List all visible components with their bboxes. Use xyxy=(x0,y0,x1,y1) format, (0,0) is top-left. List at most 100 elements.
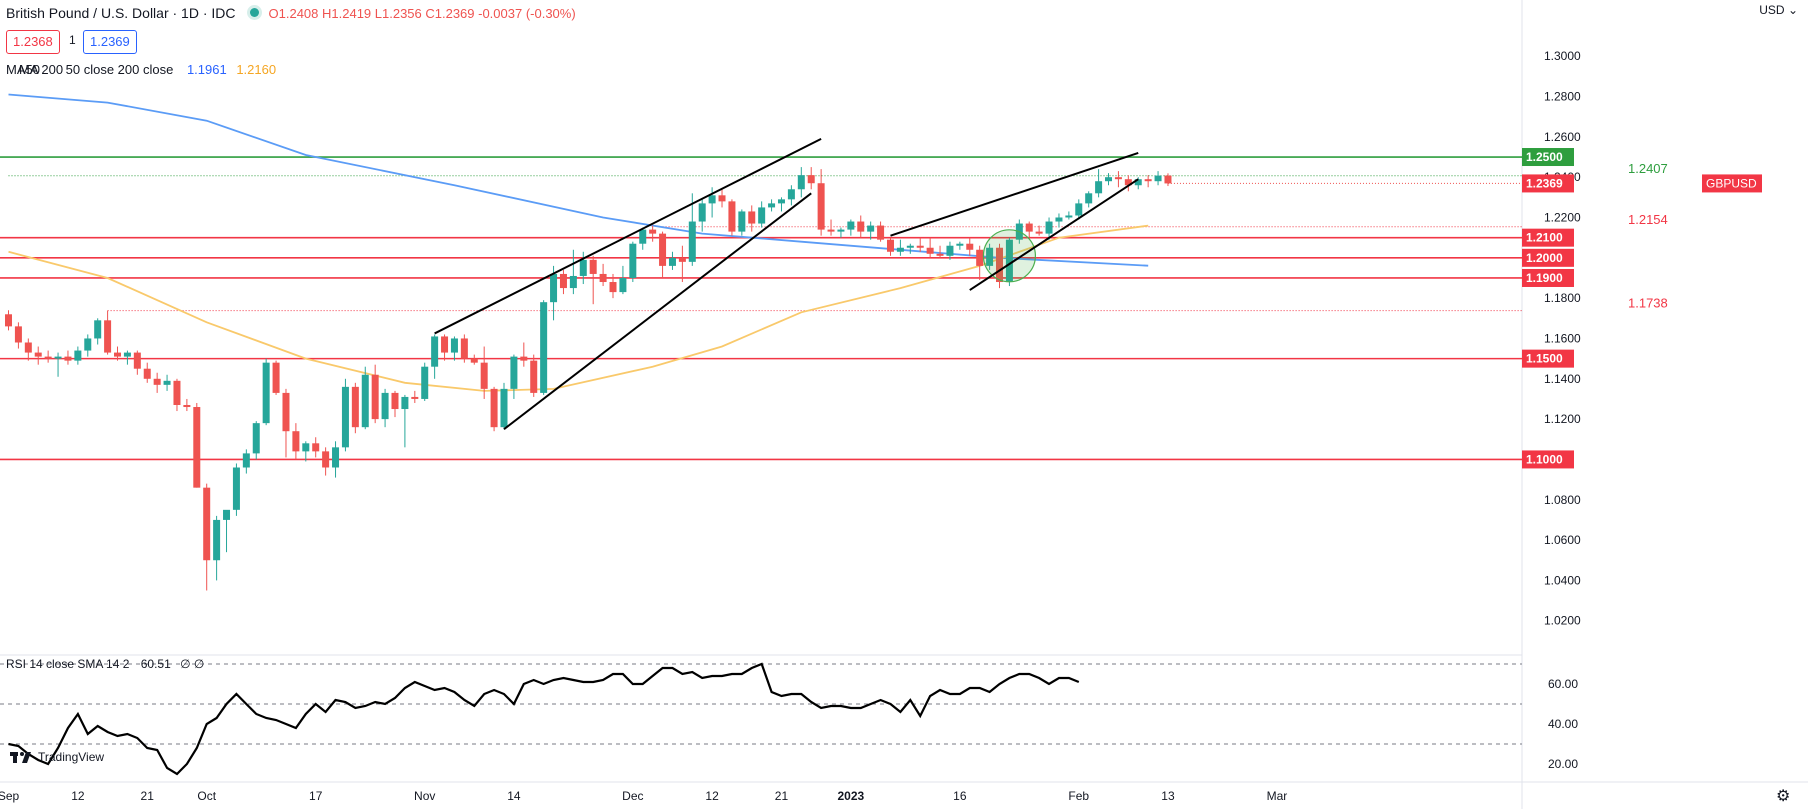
candle-body xyxy=(748,211,756,224)
level-tag-label: 1.1900 xyxy=(1526,271,1563,285)
candle xyxy=(777,197,785,212)
candle-body xyxy=(401,396,409,410)
candle xyxy=(133,350,141,375)
candle xyxy=(64,350,72,365)
price-tick-label: 1.0600 xyxy=(1544,533,1581,547)
candle xyxy=(510,354,518,399)
candle xyxy=(302,441,310,462)
candle xyxy=(966,237,974,256)
candle xyxy=(341,378,349,452)
candle xyxy=(193,402,201,488)
candle xyxy=(500,382,508,430)
candle-body xyxy=(431,336,439,367)
rsi-legend[interactable]: RSI 14 close SMA 14 2 60.51 ∅ ∅ xyxy=(6,657,204,671)
ma200-line xyxy=(8,93,1149,267)
candle xyxy=(460,334,468,363)
candle-body xyxy=(183,405,191,408)
candle xyxy=(540,300,548,395)
candle-body xyxy=(450,338,458,353)
buy-price-button[interactable]: 1.2369 xyxy=(83,30,137,54)
candle-body xyxy=(530,360,538,393)
candle xyxy=(391,390,399,418)
ma50-value: 1.1961 xyxy=(186,62,227,77)
candle xyxy=(896,239,904,256)
candle-body xyxy=(1045,221,1053,234)
candle xyxy=(490,386,498,432)
candle xyxy=(996,243,1003,289)
candle xyxy=(1144,175,1152,188)
candle-body xyxy=(906,245,914,248)
symbol-title[interactable]: British Pound / U.S. Dollar · 1D · IDC xyxy=(6,5,236,21)
price-tick-label: 1.2800 xyxy=(1544,90,1581,104)
candle xyxy=(421,362,429,401)
gear-icon[interactable]: ⚙ xyxy=(1776,788,1791,805)
candle-body xyxy=(1055,217,1063,222)
candle xyxy=(916,237,924,252)
candle xyxy=(332,441,340,478)
candle xyxy=(906,243,914,254)
candle xyxy=(698,199,706,232)
candle xyxy=(272,360,280,395)
candle xyxy=(599,263,607,287)
spread-value: 1 xyxy=(69,33,76,47)
current-price-tag: 1.2369 xyxy=(1522,174,1574,193)
price-tick-label: 1.1200 xyxy=(1544,412,1581,426)
candle-body xyxy=(559,273,567,289)
candle xyxy=(559,269,567,295)
candle xyxy=(688,193,696,266)
candle xyxy=(877,221,885,242)
candle xyxy=(213,515,221,581)
candle-body xyxy=(193,407,201,488)
trendline xyxy=(434,137,822,335)
candle-body xyxy=(302,443,310,452)
tradingview-logo[interactable]: TradingView xyxy=(10,750,104,764)
candle xyxy=(450,336,458,361)
candle xyxy=(1005,237,1013,287)
level-tag-bg xyxy=(1522,248,1574,267)
candle-body xyxy=(540,302,548,393)
candle xyxy=(976,245,984,280)
sell-price-button[interactable]: 1.2368 xyxy=(6,30,60,54)
candle-body xyxy=(14,326,22,343)
candle-body xyxy=(441,336,449,353)
dotted-level-label: 1.2407 xyxy=(1628,161,1668,176)
candle xyxy=(867,221,875,240)
time-axis-label: Oct xyxy=(197,789,216,803)
candle-body xyxy=(1124,179,1132,186)
candle xyxy=(1075,199,1083,220)
ma-legend[interactable]: MA50 MA 200 50 close 200 close 1.1961 1.2… xyxy=(6,62,276,77)
candle xyxy=(14,322,22,349)
chevron-down-icon: ⌄ xyxy=(1787,3,1798,17)
rsi-extra: ∅ ∅ xyxy=(180,657,205,671)
trendline xyxy=(890,152,1139,237)
candle xyxy=(94,318,102,345)
candle-body xyxy=(847,221,855,230)
candle-body xyxy=(946,245,954,256)
candle xyxy=(1055,213,1063,228)
candle-body xyxy=(956,243,964,246)
candle-body xyxy=(203,487,211,561)
currency-selector[interactable]: USD ⌄ xyxy=(1759,3,1798,17)
candle xyxy=(123,350,131,365)
candle-body xyxy=(312,443,320,452)
candle-body xyxy=(886,239,894,252)
level-tag-label: 1.2100 xyxy=(1526,231,1563,245)
candle xyxy=(569,249,577,295)
candle-body xyxy=(1105,177,1113,182)
candle xyxy=(441,334,449,361)
rsi-tick-label: 20.00 xyxy=(1548,757,1578,771)
candle-body xyxy=(589,259,597,274)
candle-body xyxy=(718,195,726,202)
candle-body xyxy=(1035,231,1043,234)
candle xyxy=(847,219,855,236)
candle-body xyxy=(44,356,52,359)
candle-body xyxy=(242,453,250,468)
candle xyxy=(668,251,676,270)
ma200-value: 1.2160 xyxy=(236,62,277,77)
time-axis-label: 2023 xyxy=(837,789,864,803)
candle xyxy=(659,231,667,278)
candle-body xyxy=(361,374,369,428)
candle xyxy=(857,215,865,238)
candle-body xyxy=(54,356,62,359)
